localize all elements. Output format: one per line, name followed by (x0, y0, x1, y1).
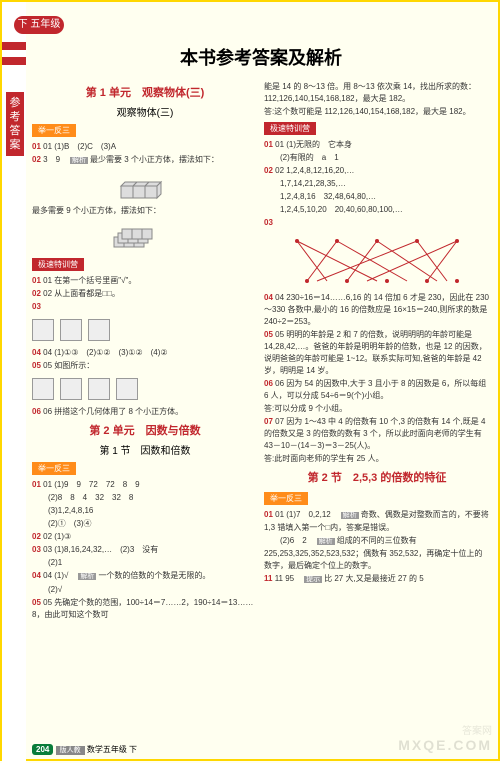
answer-line: 07 07 因为 1～43 中 4 的倍数有 10 个,3 的倍数有 14 个,… (264, 416, 490, 452)
unit-2-sub: 第 1 节 因数和倍数 (32, 442, 258, 457)
answer-line: 答:可以分成 9 个小组。 (264, 403, 490, 415)
crossing-diagram (264, 233, 490, 288)
answer-line: (2)8 8 4 32 32 8 (32, 492, 258, 504)
answer-line: 05 05 明明的年龄是 2 和 7 的倍数，说明明明的年龄可能是 14,28,… (264, 329, 490, 377)
shape-row (32, 315, 258, 345)
section-badge: 举一反三 (32, 462, 76, 475)
answer-line: (2)1 (32, 557, 258, 569)
answer-line: 03 (264, 217, 490, 229)
page-title: 本书参考答案及解析 (32, 44, 490, 70)
section-2-title: 第 2 节 2,5,3 的倍数的特征 (264, 469, 490, 485)
section-badge: 极速特训营 (32, 258, 84, 271)
spine-decoration (2, 42, 26, 50)
cube-diagram-2 (32, 220, 258, 252)
text-line: 答:这个数可能是 112,126,140,154,168,182，最大是 182… (264, 106, 490, 118)
answer-line: 01 01 在第一个括号里画"√"。 (32, 275, 258, 287)
answer-line: (2)① (3)④ (32, 518, 258, 530)
section-badge: 举一反三 (264, 492, 308, 505)
answer-line: 02 02 从上面看都是□□。 (32, 288, 258, 300)
answer-line: 03 (32, 301, 258, 313)
text-line: 能是 14 的 8～13 倍。用 8～13 依次乘 14，找出所求的数：112,… (264, 81, 490, 105)
answer-line: 03 03 (1)8,16,24,32,… (2)3 没有 (32, 544, 258, 556)
page-footer: 204 版人教 数学五年级 下 (32, 744, 137, 755)
page-number: 204 (32, 744, 53, 755)
answer-line: 01 01 (1)B (2)C (3)A (32, 141, 258, 153)
answer-line: 01 01 (1)9 9 72 72 8 9 (32, 479, 258, 491)
right-column: 能是 14 的 8～13 倍。用 8～13 依次乘 14，找出所求的数：112,… (264, 80, 490, 622)
answer-line: 1,7,14,21,28,35,… (264, 178, 490, 190)
answer-line: (2)√ (32, 584, 258, 596)
cube-diagram (32, 170, 258, 202)
watermark-url: MXQE.COM (398, 737, 492, 753)
unit-1-sub: 观察物体(三) (32, 104, 258, 119)
section-badge: 举一反三 (32, 124, 76, 137)
answer-line: 02 02 (1)③ (32, 531, 258, 543)
answer-line: (2)有限的 a 1 (264, 152, 490, 164)
answer-line: 1,2,4,5,10,20 20,40,60,80,100,… (264, 204, 490, 216)
left-column: 第 1 单元 观察物体(三) 观察物体(三) 举一反三 01 01 (1)B (… (32, 80, 258, 622)
watermark-text: 答案网 (462, 722, 492, 737)
answer-line: (3)1,2,4,8,16 (32, 505, 258, 517)
answer-line: 答:此时面向老师的学生有 25 人。 (264, 453, 490, 465)
answer-line: 01 01 (1)无限的 它本身 (264, 139, 490, 151)
answer-line: 05 05 先确定个数的范围，100÷14＝7……2，190÷14＝13……8，… (32, 597, 258, 621)
answer-line: 04 04 (1)√ 解析一个数的倍数的个数是无限的。 (32, 570, 258, 583)
answer-line: (2)6 2 解析组成的不同的三位数有 225,253,325,352,523,… (264, 535, 490, 572)
answer-line: 02 3 9 解析最少需要 3 个小正方体，摆法如下： (32, 154, 258, 167)
grade-badge: 下 五年级 (14, 16, 64, 34)
answer-line: 04 04 (1)①③ (2)①② (3)①② (4)② (32, 347, 258, 359)
answer-line: 05 05 如图所示： (32, 360, 258, 372)
answer-line: 04 04 230÷16＝14……6,16 的 14 倍加 6 才是 230，因… (264, 292, 490, 328)
page-grade: 版人教 (56, 746, 85, 755)
answer-line: 1,2,4,8,16 32,48,64,80,… (264, 191, 490, 203)
page-subject: 数学五年级 下 (87, 745, 137, 754)
spine-answer-label: 参考答案 (6, 92, 24, 156)
section-badge: 极速特训营 (264, 122, 316, 135)
spine-decoration (2, 57, 26, 65)
shape-row (32, 374, 258, 404)
answer-line: 06 06 因为 54 的因数中,大于 3 且小于 8 的因数是 6，所以每组 … (264, 378, 490, 402)
answer-line: 06 06 拼搭这个几何体用了 8 个小正方体。 (32, 406, 258, 418)
answer-line: 02 02 1,2,4,8,12,16,20,… (264, 165, 490, 177)
unit-1-title: 第 1 单元 观察物体(三) (32, 84, 258, 100)
answer-line: 11 11 95 提示比 27 大,又是最接近 27 的 5 (264, 573, 490, 586)
unit-2-title: 第 2 单元 因数与倍数 (32, 422, 258, 438)
answer-line: 01 01 (1)7 0,2,12 解析奇数、偶数是对整数而言的，不要将 1,3… (264, 509, 490, 534)
text-line: 最多需要 9 个小正方体，摆法如下： (32, 205, 258, 217)
